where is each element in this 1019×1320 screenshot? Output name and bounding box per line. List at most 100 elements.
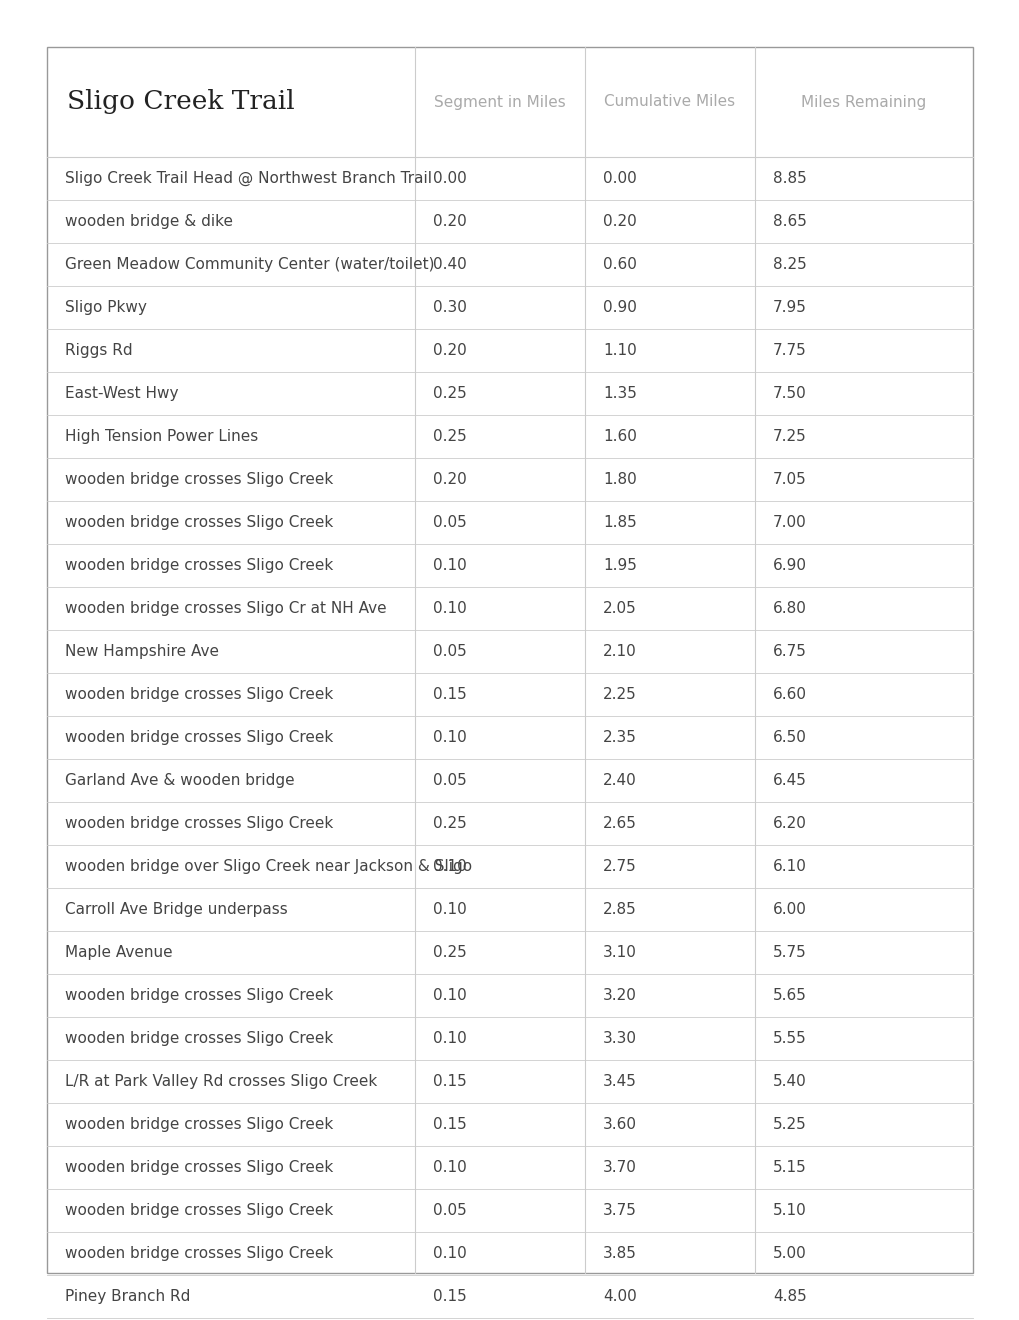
Text: wooden bridge crosses Sligo Creek: wooden bridge crosses Sligo Creek [65,816,333,832]
Text: wooden bridge crosses Sligo Cr at NH Ave: wooden bridge crosses Sligo Cr at NH Ave [65,601,386,616]
Text: 6.75: 6.75 [772,644,806,659]
Text: wooden bridge crosses Sligo Creek: wooden bridge crosses Sligo Creek [65,1246,333,1261]
Text: 7.95: 7.95 [772,300,806,315]
Text: 0.10: 0.10 [433,1031,467,1045]
Text: wooden bridge crosses Sligo Creek: wooden bridge crosses Sligo Creek [65,1117,333,1133]
Text: 3.30: 3.30 [602,1031,637,1045]
Text: 6.50: 6.50 [772,730,806,744]
Text: 2.65: 2.65 [602,816,636,832]
Text: wooden bridge crosses Sligo Creek: wooden bridge crosses Sligo Creek [65,515,333,531]
Text: 2.35: 2.35 [602,730,636,744]
Text: 5.00: 5.00 [772,1246,806,1261]
Text: 2.85: 2.85 [602,902,636,917]
Text: 5.40: 5.40 [772,1074,806,1089]
Text: 8.85: 8.85 [772,172,806,186]
Text: 2.75: 2.75 [602,859,636,874]
Text: 5.65: 5.65 [772,987,806,1003]
Text: 0.25: 0.25 [433,945,467,960]
Text: wooden bridge crosses Sligo Creek: wooden bridge crosses Sligo Creek [65,686,333,702]
Text: 0.15: 0.15 [433,1117,467,1133]
Text: wooden bridge crosses Sligo Creek: wooden bridge crosses Sligo Creek [65,558,333,573]
Text: 7.50: 7.50 [772,385,806,401]
Text: 3.85: 3.85 [602,1246,636,1261]
Text: 6.10: 6.10 [772,859,806,874]
Text: 2.25: 2.25 [602,686,636,702]
Text: Carroll Ave Bridge underpass: Carroll Ave Bridge underpass [65,902,287,917]
Text: 0.90: 0.90 [602,300,636,315]
Text: 0.10: 0.10 [433,1246,467,1261]
Text: 0.00: 0.00 [433,172,467,186]
Text: L/R at Park Valley Rd crosses Sligo Creek: L/R at Park Valley Rd crosses Sligo Cree… [65,1074,377,1089]
Text: 4.85: 4.85 [772,1290,806,1304]
Text: Sligo Pkwy: Sligo Pkwy [65,300,147,315]
Text: Maple Avenue: Maple Avenue [65,945,172,960]
Text: 8.65: 8.65 [772,214,806,228]
Text: 1.85: 1.85 [602,515,636,531]
Text: 0.20: 0.20 [433,214,467,228]
Text: 3.75: 3.75 [602,1203,636,1218]
Text: 0.10: 0.10 [433,859,467,874]
Text: 0.10: 0.10 [433,902,467,917]
Text: 0.40: 0.40 [433,257,467,272]
Text: 7.75: 7.75 [772,343,806,358]
Text: 5.10: 5.10 [772,1203,806,1218]
Text: 0.15: 0.15 [433,1290,467,1304]
Text: wooden bridge crosses Sligo Creek: wooden bridge crosses Sligo Creek [65,730,333,744]
Text: 2.05: 2.05 [602,601,636,616]
Text: 0.15: 0.15 [433,1074,467,1089]
Text: wooden bridge over Sligo Creek near Jackson & Sligo: wooden bridge over Sligo Creek near Jack… [65,859,472,874]
Text: wooden bridge crosses Sligo Creek: wooden bridge crosses Sligo Creek [65,1203,333,1218]
Text: 0.20: 0.20 [602,214,636,228]
Text: 0.25: 0.25 [433,816,467,832]
Text: 0.10: 0.10 [433,601,467,616]
Text: 0.10: 0.10 [433,1160,467,1175]
Text: Sligo Creek Trail: Sligo Creek Trail [67,90,294,115]
Text: 0.10: 0.10 [433,558,467,573]
Text: 2.10: 2.10 [602,644,636,659]
Text: wooden bridge & dike: wooden bridge & dike [65,214,232,228]
Text: New Hampshire Ave: New Hampshire Ave [65,644,219,659]
Text: 6.80: 6.80 [772,601,806,616]
Text: Green Meadow Community Center (water/toilet): Green Meadow Community Center (water/toi… [65,257,434,272]
Text: 0.05: 0.05 [433,515,467,531]
Text: 7.00: 7.00 [772,515,806,531]
Text: 3.70: 3.70 [602,1160,636,1175]
Text: 7.25: 7.25 [772,429,806,444]
Text: wooden bridge crosses Sligo Creek: wooden bridge crosses Sligo Creek [65,473,333,487]
Text: 0.10: 0.10 [433,730,467,744]
Text: Garland Ave & wooden bridge: Garland Ave & wooden bridge [65,774,294,788]
Text: 5.75: 5.75 [772,945,806,960]
Text: 7.05: 7.05 [772,473,806,487]
Text: 0.00: 0.00 [602,172,636,186]
Text: 0.25: 0.25 [433,385,467,401]
Text: East-West Hwy: East-West Hwy [65,385,178,401]
Text: 3.60: 3.60 [602,1117,637,1133]
Text: 3.20: 3.20 [602,987,636,1003]
Text: 0.05: 0.05 [433,774,467,788]
Text: wooden bridge crosses Sligo Creek: wooden bridge crosses Sligo Creek [65,1160,333,1175]
Text: 0.05: 0.05 [433,1203,467,1218]
Text: 2.40: 2.40 [602,774,636,788]
Text: Segment in Miles: Segment in Miles [434,95,566,110]
Text: 1.60: 1.60 [602,429,636,444]
Text: 3.45: 3.45 [602,1074,636,1089]
Text: 1.10: 1.10 [602,343,636,358]
Text: 0.20: 0.20 [433,473,467,487]
Text: 0.10: 0.10 [433,987,467,1003]
Text: 0.15: 0.15 [433,686,467,702]
Text: 4.00: 4.00 [602,1290,636,1304]
Text: wooden bridge crosses Sligo Creek: wooden bridge crosses Sligo Creek [65,1031,333,1045]
Text: wooden bridge crosses Sligo Creek: wooden bridge crosses Sligo Creek [65,987,333,1003]
Text: 8.25: 8.25 [772,257,806,272]
Text: 5.15: 5.15 [772,1160,806,1175]
Text: 0.05: 0.05 [433,644,467,659]
Text: 6.45: 6.45 [772,774,806,788]
Text: Riggs Rd: Riggs Rd [65,343,132,358]
Text: 1.35: 1.35 [602,385,636,401]
Text: 5.55: 5.55 [772,1031,806,1045]
Text: Sligo Creek Trail Head @ Northwest Branch Trail: Sligo Creek Trail Head @ Northwest Branc… [65,170,432,186]
Text: 6.00: 6.00 [772,902,806,917]
Text: 0.20: 0.20 [433,343,467,358]
Text: 6.90: 6.90 [772,558,806,573]
Text: 0.60: 0.60 [602,257,636,272]
